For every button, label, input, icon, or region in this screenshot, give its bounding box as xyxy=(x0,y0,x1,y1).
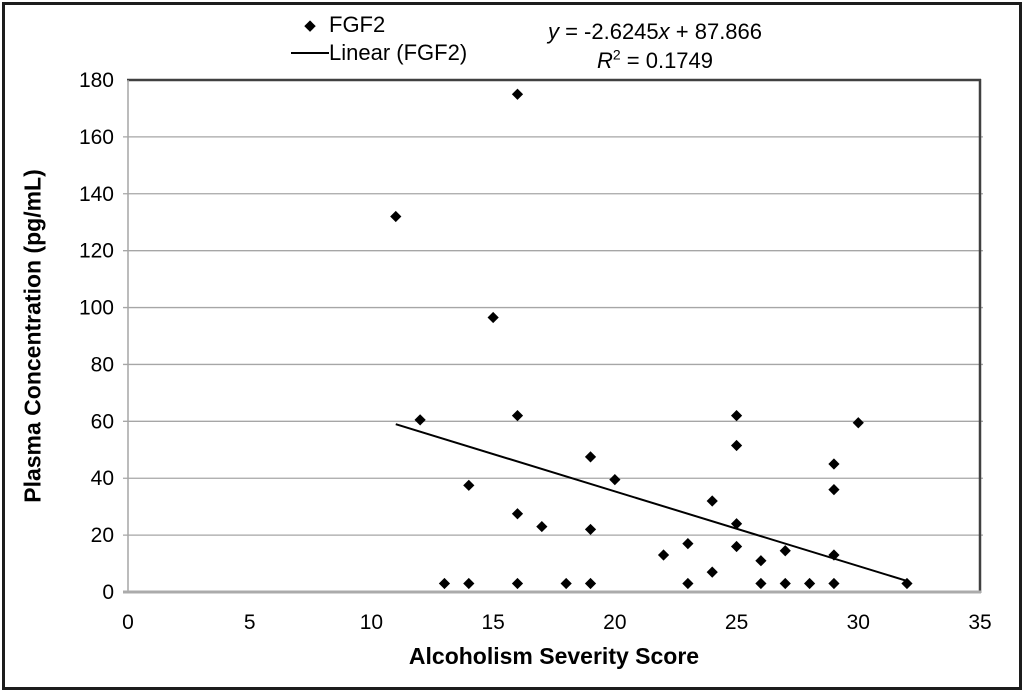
y-tick-label: 100 xyxy=(79,297,114,320)
r-squared-text: R2 = 0.1749 xyxy=(520,46,790,75)
y-tick-label: 160 xyxy=(79,126,114,149)
data-point xyxy=(536,520,548,533)
data-point xyxy=(511,508,524,520)
y-tick-label: 60 xyxy=(91,410,114,433)
data-point xyxy=(682,538,694,550)
data-point xyxy=(682,577,694,590)
trendline-annotation: y = -2.6245x + 87.866 R2 = 0.1749 xyxy=(520,17,790,75)
r-squared-var: R xyxy=(596,48,613,73)
data-point xyxy=(463,577,475,590)
trend-line xyxy=(395,423,908,582)
data-point xyxy=(779,577,791,590)
y-tick-label: 20 xyxy=(91,524,114,547)
data-point xyxy=(511,88,524,100)
data-point xyxy=(657,549,670,561)
x-tick-label: 5 xyxy=(244,611,256,634)
y-tick-label: 140 xyxy=(79,183,114,206)
data-point xyxy=(804,577,816,590)
y-tick-label: 120 xyxy=(79,240,114,263)
x-axis-title: Alcoholism Severity Score xyxy=(408,643,700,669)
r-squared-value: = 0.1749 xyxy=(620,48,714,73)
legend: ◆ FGF2 Linear (FGF2) xyxy=(291,11,467,67)
data-point xyxy=(828,484,840,496)
x-tick-label: 15 xyxy=(481,611,504,634)
data-point xyxy=(584,523,597,536)
equation-tail: + 87.866 xyxy=(669,19,763,44)
data-point xyxy=(779,545,791,557)
data-point xyxy=(730,439,743,452)
data-point xyxy=(511,410,524,422)
y-axis-title: Plasma Concentration (pg/mL) xyxy=(19,169,46,503)
data-point xyxy=(560,577,572,590)
data-point xyxy=(511,577,524,590)
x-tick-label: 25 xyxy=(725,611,748,634)
x-tick-label: 0 xyxy=(122,611,134,634)
data-point xyxy=(755,555,767,567)
y-tick-label: 40 xyxy=(91,467,114,490)
data-point xyxy=(390,210,402,223)
x-tick-label: 10 xyxy=(360,611,383,634)
data-point xyxy=(438,577,451,590)
y-tick-label: 180 xyxy=(79,69,114,92)
equation-body: = -2.6245 xyxy=(558,19,659,44)
data-point xyxy=(487,311,499,324)
x-tick-label: 30 xyxy=(847,611,870,634)
data-point xyxy=(828,458,840,470)
x-tick-label: 35 xyxy=(968,611,991,634)
r-squared-exponent: 2 xyxy=(612,46,621,63)
equation-x-var: x xyxy=(658,19,670,44)
data-point xyxy=(463,479,475,491)
data-point xyxy=(730,518,743,530)
legend-item-linear: Linear (FGF2) xyxy=(291,39,467,67)
legend-label-fgf2: FGF2 xyxy=(329,12,386,37)
equation-y-var: y xyxy=(547,19,559,44)
equation-text: y = -2.6245x + 87.866 xyxy=(520,17,790,46)
data-point xyxy=(584,577,597,590)
data-point xyxy=(730,410,743,422)
data-point xyxy=(706,566,718,578)
data-point xyxy=(730,540,743,553)
diamond-marker-icon: ◆ xyxy=(304,16,316,34)
data-point xyxy=(609,474,621,486)
data-point xyxy=(584,451,597,463)
y-tick-label: 0 xyxy=(102,581,114,604)
data-point xyxy=(901,577,913,590)
data-point xyxy=(828,549,840,561)
line-marker-icon xyxy=(291,52,329,54)
x-tick-label: 20 xyxy=(603,611,626,634)
legend-item-fgf2: ◆ FGF2 xyxy=(291,11,467,39)
data-point xyxy=(852,417,864,429)
data-point xyxy=(706,495,718,507)
data-point xyxy=(828,577,840,590)
data-point xyxy=(755,577,767,590)
legend-label-linear: Linear (FGF2) xyxy=(329,40,468,65)
y-tick-label: 80 xyxy=(91,353,114,376)
data-point xyxy=(414,414,426,426)
